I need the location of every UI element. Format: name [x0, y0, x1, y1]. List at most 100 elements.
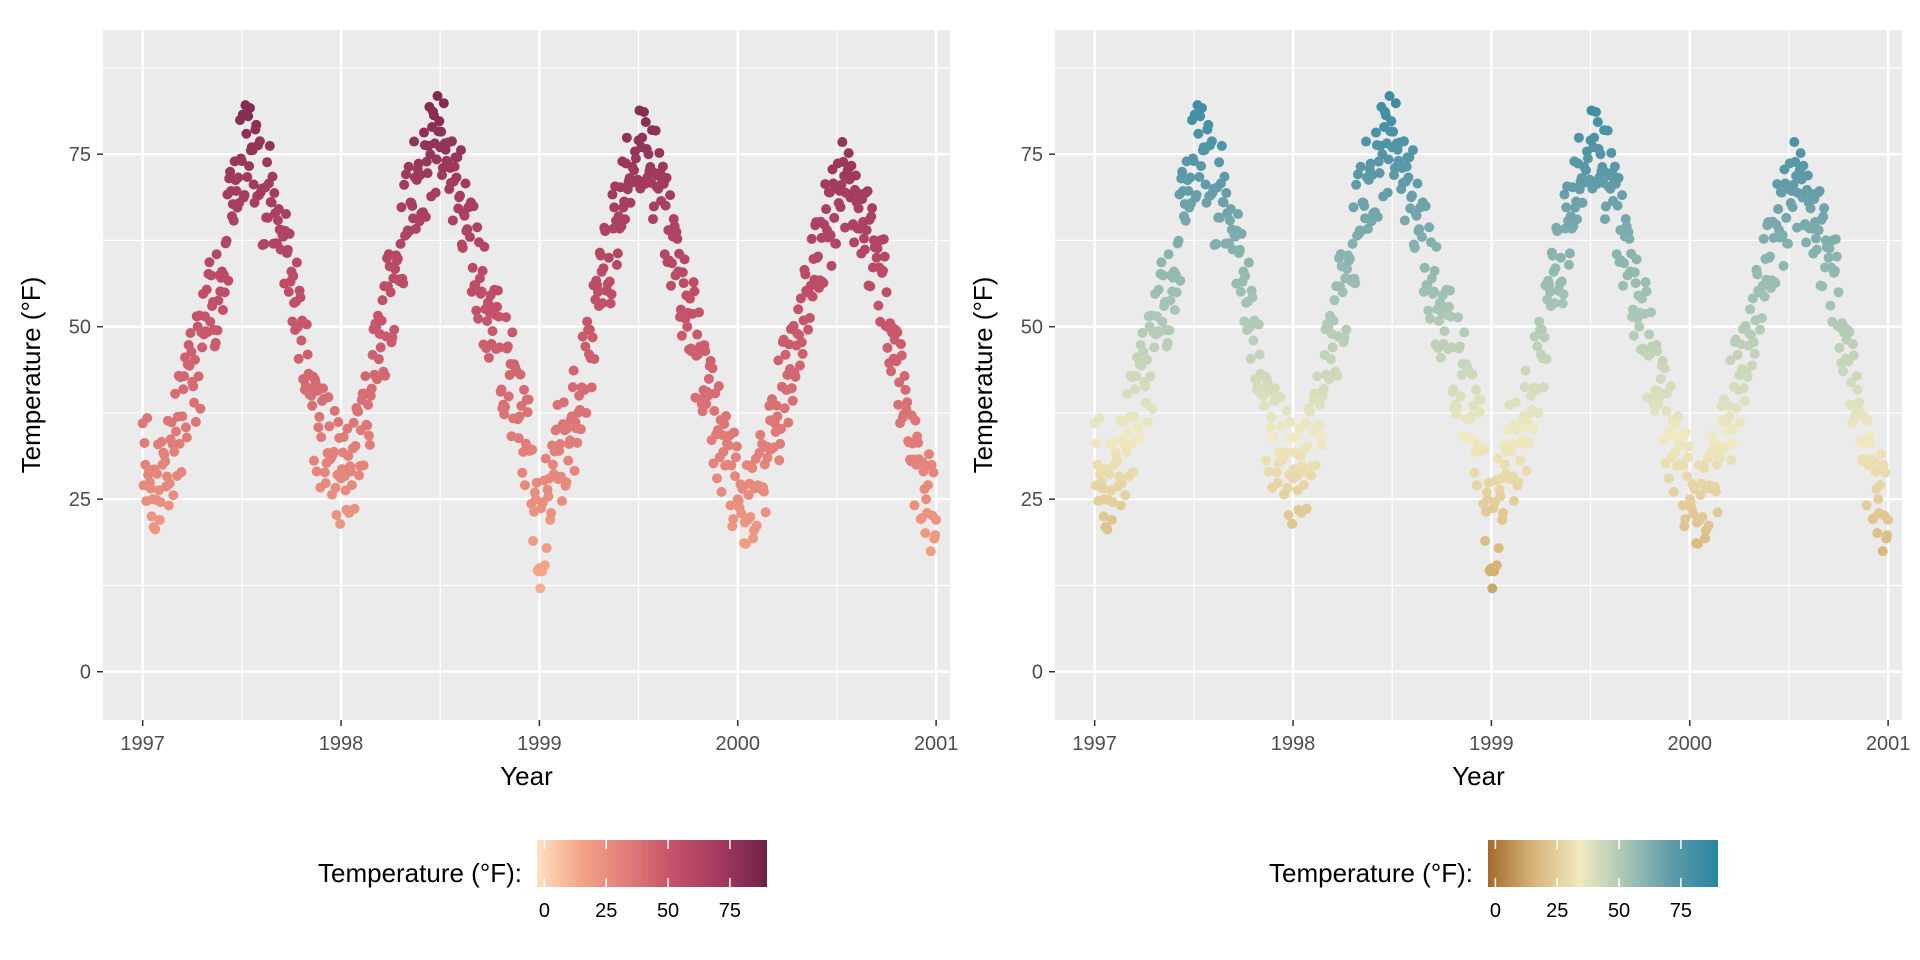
data-point	[295, 292, 306, 303]
data-point	[640, 117, 651, 128]
data-point	[740, 538, 751, 549]
data-point	[1126, 438, 1137, 449]
data-point	[1699, 463, 1710, 474]
data-point	[849, 237, 860, 248]
data-point	[1595, 149, 1606, 160]
data-point	[1474, 407, 1485, 418]
data-point	[1332, 370, 1343, 381]
data-point	[1759, 291, 1770, 302]
data-point	[1653, 398, 1664, 409]
data-point	[421, 156, 432, 167]
data-point	[1756, 312, 1767, 323]
data-point	[1541, 353, 1552, 364]
data-point	[1703, 520, 1714, 531]
data-point	[457, 242, 468, 253]
data-point	[1145, 371, 1156, 382]
data-point	[1370, 127, 1381, 138]
data-point	[661, 172, 672, 183]
data-point	[1660, 458, 1671, 469]
data-point	[1188, 156, 1199, 167]
data-point	[519, 480, 530, 491]
data-point	[1652, 346, 1663, 357]
data-point	[324, 421, 335, 432]
data-point	[620, 214, 631, 225]
data-point	[589, 353, 600, 364]
data-point	[1121, 446, 1132, 457]
data-point	[1668, 486, 1679, 497]
data-point	[780, 349, 791, 360]
data-point	[459, 210, 470, 221]
data-point	[541, 543, 552, 554]
data-point	[273, 204, 284, 215]
data-point	[1445, 311, 1456, 322]
data-point	[1495, 491, 1506, 502]
data-point	[604, 276, 615, 287]
data-point	[1880, 467, 1891, 478]
data-point	[1271, 467, 1282, 478]
colorbar-tick-label: 25	[595, 900, 617, 922]
data-point	[910, 415, 921, 426]
data-point	[1328, 315, 1339, 326]
data-point	[468, 201, 479, 212]
data-point	[826, 260, 837, 271]
data-point	[1838, 366, 1849, 377]
data-point	[862, 186, 873, 197]
data-point	[684, 293, 695, 304]
data-point	[775, 438, 786, 449]
data-point	[1873, 494, 1884, 505]
left-colorbar-ticks: 0 25 50 75	[539, 840, 741, 922]
data-point	[796, 337, 807, 348]
data-point	[363, 399, 374, 410]
data-point	[1407, 145, 1418, 156]
data-point	[244, 102, 255, 113]
data-point	[1388, 126, 1399, 137]
data-point	[677, 267, 688, 278]
data-point	[1191, 189, 1202, 200]
data-point	[1448, 384, 1459, 395]
data-point	[1094, 413, 1105, 424]
data-point	[666, 280, 677, 291]
data-point	[872, 243, 883, 254]
data-point	[605, 298, 616, 309]
data-point	[1726, 455, 1737, 466]
data-point	[1830, 234, 1841, 245]
data-point	[786, 383, 797, 394]
data-point	[654, 147, 665, 158]
data-point	[171, 426, 182, 437]
right-x-axis-label: Year	[1452, 761, 1505, 791]
data-point	[1253, 319, 1264, 330]
data-point	[561, 477, 572, 488]
y-tick-label: 50	[1021, 317, 1043, 339]
data-point	[902, 397, 913, 408]
data-point	[535, 583, 546, 594]
data-point	[1149, 342, 1160, 353]
data-point	[335, 518, 346, 529]
data-point	[319, 467, 330, 478]
data-point	[678, 278, 689, 289]
data-point	[797, 348, 808, 359]
data-point	[800, 269, 811, 280]
data-point	[1196, 102, 1207, 113]
data-point	[387, 332, 398, 343]
data-point	[1169, 304, 1180, 315]
data-point	[1295, 450, 1306, 461]
data-point	[1731, 403, 1742, 414]
y-tick-label: 0	[80, 662, 91, 684]
data-point	[139, 437, 150, 448]
data-point	[1163, 249, 1174, 260]
data-point	[1173, 235, 1184, 246]
data-point	[572, 437, 583, 448]
data-point	[1527, 424, 1538, 435]
right-colorbar-legend: Temperature (°F): 0 25 50 75	[1269, 840, 1718, 922]
data-point	[242, 171, 253, 182]
data-point	[1636, 293, 1647, 304]
data-point	[621, 132, 632, 143]
data-point	[858, 233, 869, 244]
data-point	[795, 293, 806, 304]
data-point	[1102, 524, 1113, 535]
left-data-points	[137, 90, 942, 594]
data-point	[581, 407, 592, 418]
data-point	[513, 433, 524, 444]
data-point	[1697, 512, 1708, 523]
data-point	[476, 286, 487, 297]
